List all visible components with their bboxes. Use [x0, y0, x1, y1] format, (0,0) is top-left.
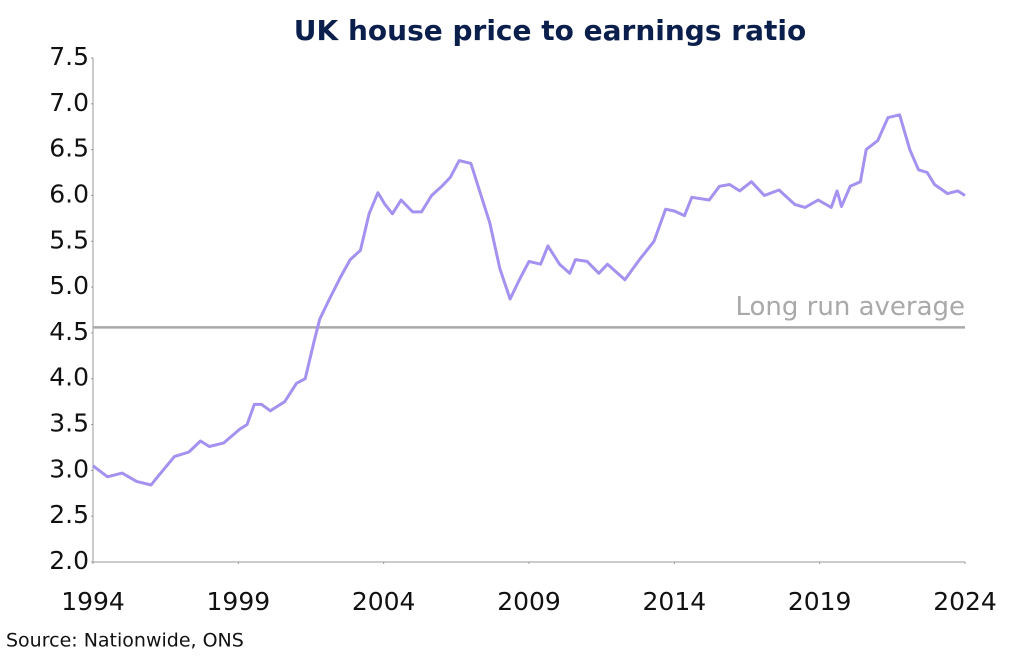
y-tick-label: 6.5	[49, 134, 89, 163]
data-line	[92, 113, 966, 487]
x-tick-label: 2019	[788, 587, 852, 616]
y-tick-label: 4.5	[49, 317, 89, 346]
y-tick-label: 4.0	[49, 363, 89, 392]
y-tick-label: 2.0	[49, 546, 89, 575]
x-tick-label: 2004	[352, 587, 416, 616]
y-tick-label: 6.0	[49, 179, 89, 208]
y-tick-label: 3.5	[49, 409, 89, 438]
y-tick-label: 7.5	[49, 42, 89, 71]
reference-label: Long run average	[735, 292, 965, 322]
y-tick-label: 7.0	[49, 88, 89, 117]
x-tick-label: 1999	[207, 587, 271, 616]
source-note: Source: Nationwide, ONS	[6, 630, 244, 652]
y-tick-label: 2.5	[49, 500, 89, 529]
y-tick-label: 3.0	[49, 454, 89, 483]
x-tick-label: 1994	[61, 587, 125, 616]
y-tick-label: 5.5	[49, 225, 89, 254]
chart-title: UK house price to earnings ratio	[294, 14, 806, 47]
x-tick-label: 2009	[497, 587, 561, 616]
y-tick-label: 5.0	[49, 271, 89, 300]
x-tick-label: 2024	[933, 587, 997, 616]
x-tick-label: 2014	[643, 587, 707, 616]
